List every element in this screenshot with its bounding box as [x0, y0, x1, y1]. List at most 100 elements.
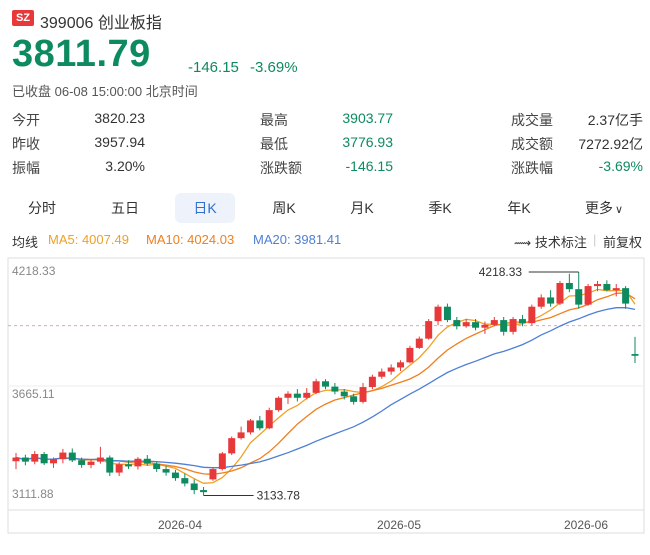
candle-body — [12, 457, 20, 462]
candle-body — [153, 463, 161, 470]
candle-body — [397, 362, 405, 368]
candle-body — [565, 282, 573, 290]
candle-body — [87, 461, 95, 465]
candle-body — [190, 483, 198, 491]
market-status: 已收盘 06-08 15:00:00 北京时间 — [12, 84, 198, 99]
candle-body — [134, 458, 142, 467]
price-change: -146.15 — [188, 59, 239, 76]
candle-body — [462, 322, 470, 327]
candle-body — [472, 322, 480, 328]
candle-body — [171, 472, 179, 479]
tab-label: 季K — [428, 200, 452, 216]
candle-body — [256, 420, 264, 429]
tab-label: 月K — [350, 200, 374, 216]
stat-value: 3776.93 — [342, 134, 393, 150]
high-annotation: 4218.33 — [479, 265, 523, 279]
candle-body — [612, 288, 620, 291]
tech-annotation-toggle[interactable]: ⟿ 技术标注 — [514, 232, 587, 251]
candle-body — [584, 286, 592, 305]
candle-body — [228, 438, 236, 454]
tab-0[interactable]: 分时 — [12, 193, 72, 223]
tab-1[interactable]: 五日 — [95, 193, 155, 223]
stat-value: 3903.77 — [342, 110, 393, 126]
candle-body — [106, 457, 114, 473]
stat-value: -3.69% — [598, 158, 643, 174]
tab-label: 年K — [507, 200, 531, 216]
stat-value: 3820.23 — [94, 110, 145, 126]
tab-label: 五日 — [111, 200, 139, 216]
stat-label: 昨收 — [12, 136, 40, 152]
stat-value: -146.15 — [345, 158, 393, 174]
stat-label: 振幅 — [12, 160, 40, 176]
forward-adjust-button[interactable]: 前复权 — [603, 235, 643, 250]
stat-label: 成交量 — [511, 112, 553, 128]
stat-value: 3.20% — [105, 158, 145, 174]
chevron-down-icon: ∨ — [614, 204, 624, 216]
candle-body — [50, 459, 58, 464]
ma10-legend: MA10: 4024.03 — [146, 232, 235, 247]
candle-body — [293, 393, 301, 398]
candle-body — [181, 478, 189, 484]
ma20-legend: MA20: 3981.41 — [253, 232, 342, 247]
legend-divider: | — [593, 232, 597, 247]
candle-body — [340, 391, 348, 397]
stat-value: 2.37亿手 — [587, 112, 643, 128]
candle-body — [518, 319, 526, 324]
candle-body — [162, 469, 170, 473]
candle-body — [453, 320, 461, 327]
candle-body — [490, 320, 498, 325]
candle-body — [443, 306, 451, 321]
stat-value: 7272.92亿 — [578, 136, 643, 152]
candle-body — [312, 381, 320, 393]
tab-2[interactable]: 日K — [175, 193, 235, 223]
candle-body — [622, 288, 630, 304]
candle-body — [387, 367, 395, 372]
tab-5[interactable]: 季K — [410, 193, 470, 223]
candle-body — [434, 306, 442, 322]
last-price: 3811.79 — [12, 33, 151, 75]
tab-3[interactable]: 周K — [254, 193, 314, 223]
candle-body — [265, 410, 273, 429]
candle-body — [40, 454, 48, 464]
candle-body — [547, 297, 555, 304]
candle-body — [378, 371, 386, 377]
candle-body — [481, 324, 489, 328]
tab-label: 更多 — [584, 200, 613, 216]
candle-body — [425, 321, 433, 339]
candle-body — [406, 347, 414, 363]
candle-body — [350, 396, 358, 402]
candle-body — [246, 420, 254, 433]
stat-label: 最低 — [260, 136, 288, 152]
ma20-line — [15, 306, 636, 469]
candle-body — [575, 289, 583, 305]
candle-body — [556, 282, 564, 304]
tab-7[interactable]: 更多 ∨ — [574, 193, 634, 223]
candle-body — [218, 453, 226, 470]
candle-body — [303, 392, 311, 398]
candle-body — [415, 338, 423, 348]
candle-body — [537, 297, 545, 307]
stat-label: 成交额 — [511, 136, 553, 152]
candle-body — [209, 469, 217, 480]
x-tick-label: 2026-04 — [158, 518, 202, 532]
candle-body — [78, 460, 86, 465]
candle-body — [631, 354, 639, 356]
y-tick-label: 4218.33 — [12, 264, 56, 278]
tech-annotation-label: 技术标注 — [534, 235, 587, 250]
candle-body — [68, 452, 76, 461]
period-tabs: 分时 五日 日K 周K 月K 季K 年K 更多 ∨ — [0, 193, 650, 223]
ma5-legend: MA5: 4007.49 — [48, 232, 129, 247]
candle-body — [275, 397, 283, 411]
stat-label: 涨跌额 — [260, 160, 302, 176]
price-change-pct: -3.69% — [250, 59, 298, 76]
tab-6[interactable]: 年K — [489, 193, 549, 223]
ma-legend-label: 均线 — [12, 235, 39, 250]
stat-label: 今开 — [12, 112, 40, 128]
candle-body — [368, 376, 376, 388]
candle-body — [359, 387, 367, 402]
candle-body — [237, 432, 245, 439]
tab-label: 周K — [272, 200, 296, 216]
tab-4[interactable]: 月K — [332, 193, 392, 223]
candle-body — [331, 386, 339, 392]
